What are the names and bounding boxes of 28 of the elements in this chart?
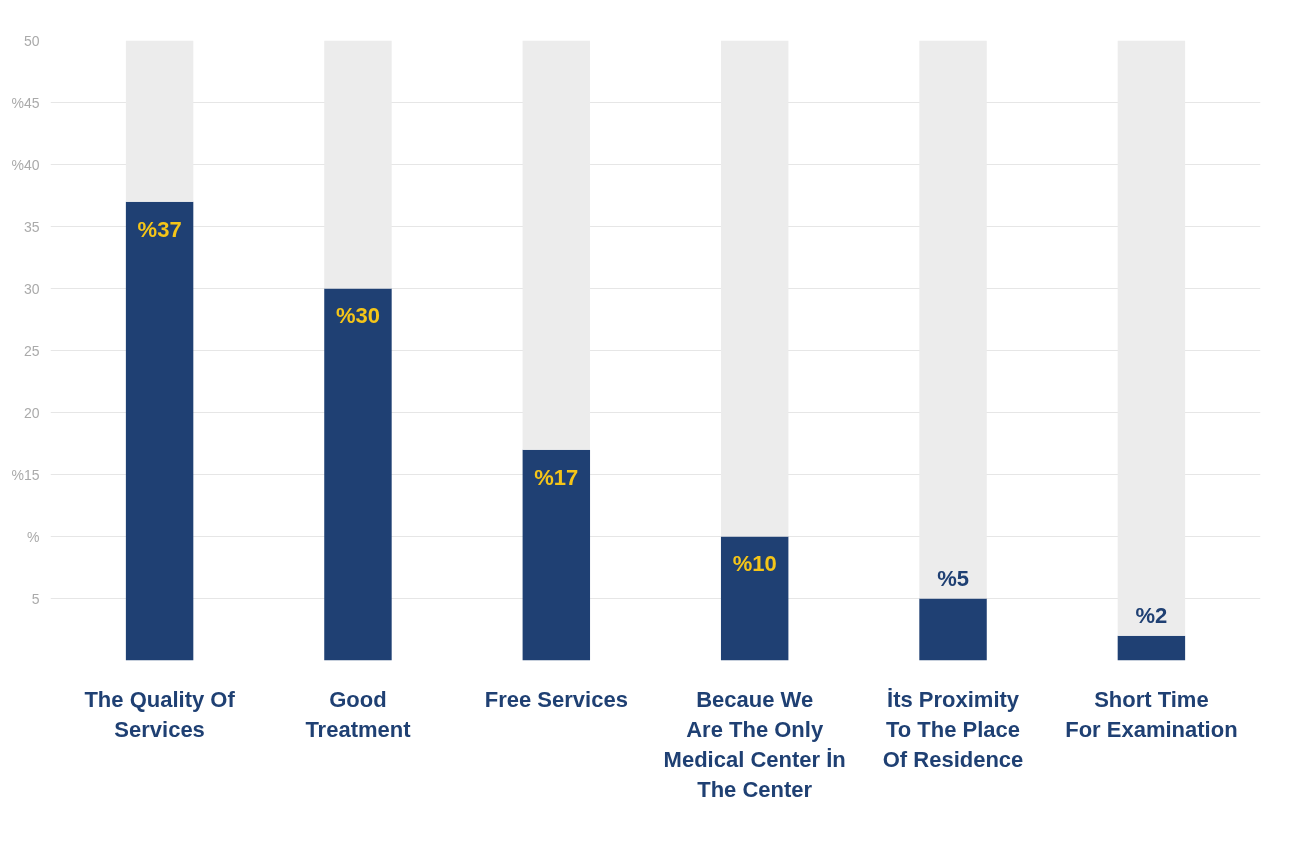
bar [1117,635,1186,661]
y-tick-label: 35 [23,218,40,235]
y-tick-label: 25 [23,342,40,359]
bar [720,536,789,661]
bar [522,449,591,661]
x-tick-label: Becaue We Are The Only Medical Center İn The Center [663,686,846,802]
y-tick-label: 30 [23,280,40,297]
x-tick-label: The Quality Of Services [84,686,236,742]
data-label: %30 [335,303,380,329]
x-tick-label: Free Services [484,686,628,712]
y-tick-label: 20 [23,404,40,421]
data-label: %37 [137,216,182,242]
bar [324,288,392,661]
data-label: %2 [1135,603,1168,629]
y-tick-label: %40 [11,156,40,173]
bar [125,201,194,661]
y-tick-label: %15 [11,466,40,483]
x-tick-label: Good Treatment [305,686,412,742]
y-tick-label: %45 [11,94,40,111]
bar [919,598,987,661]
data-label: %5 [937,566,969,592]
y-tick-label: % [27,528,40,545]
x-tick-label: İts Proximity To The Place Of Residence [882,686,1024,772]
y-tick-label: 50 [23,32,40,49]
data-label: %17 [534,464,579,490]
data-label: %10 [732,551,777,577]
x-tick-label: Short Time For Examination [1065,686,1238,742]
y-tick-label: 5 [31,590,40,607]
